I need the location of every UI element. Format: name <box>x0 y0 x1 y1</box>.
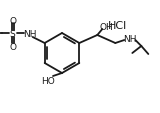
Text: NH: NH <box>23 29 36 38</box>
Text: S: S <box>10 29 16 38</box>
Text: OH: OH <box>100 22 113 31</box>
Text: NH: NH <box>124 34 137 43</box>
Text: HCl: HCl <box>108 21 128 31</box>
Text: HO: HO <box>41 76 55 85</box>
Text: O: O <box>10 42 17 51</box>
Text: O: O <box>10 16 17 25</box>
